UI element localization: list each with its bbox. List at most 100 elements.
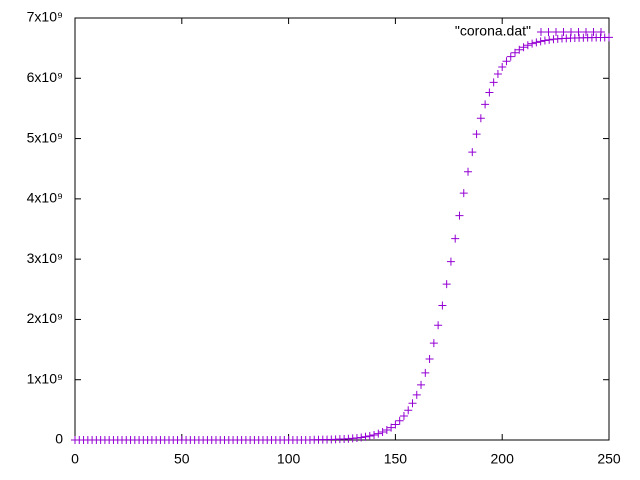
legend-marker-glyph — [597, 28, 605, 36]
point-glyph — [352, 433, 361, 442]
legend-marker — [589, 28, 598, 36]
point-glyph — [493, 70, 502, 79]
point-glyph — [545, 35, 554, 44]
point-glyph — [451, 234, 460, 243]
point-glyph — [464, 167, 473, 176]
point — [464, 167, 473, 176]
point — [459, 189, 468, 198]
point — [528, 39, 537, 48]
point-glyph — [404, 406, 413, 415]
y-tick-label: 1x10⁹ — [27, 370, 63, 386]
point-glyph — [425, 355, 434, 364]
point — [532, 38, 541, 47]
point — [446, 257, 455, 266]
point-glyph — [498, 63, 507, 72]
point-glyph — [523, 41, 532, 50]
point — [429, 339, 438, 348]
point — [545, 35, 554, 44]
legend-marker — [544, 28, 553, 36]
legend-marker — [537, 28, 545, 36]
legend-marker-glyph — [552, 28, 560, 36]
point — [352, 433, 361, 442]
x-tick-label: 250 — [597, 451, 621, 467]
point — [378, 428, 387, 437]
point-glyph — [417, 380, 426, 389]
point — [493, 70, 502, 79]
x-tick-label: 200 — [491, 451, 515, 467]
legend-marker-glyph — [559, 28, 568, 36]
legend-marker — [597, 28, 605, 36]
point — [374, 429, 383, 438]
legend-label: "corona.dat" — [455, 23, 531, 39]
point-glyph — [399, 412, 408, 421]
point — [455, 211, 464, 220]
point — [476, 114, 485, 123]
point — [357, 433, 366, 442]
y-tick-label: 2x10⁹ — [27, 310, 63, 326]
point-glyph — [485, 88, 494, 97]
point-glyph — [532, 38, 541, 47]
point-glyph — [481, 100, 490, 109]
point — [502, 57, 511, 66]
point — [438, 301, 447, 310]
point — [365, 431, 374, 440]
point-glyph — [434, 321, 443, 330]
point — [506, 52, 515, 61]
legend-marker-glyph — [589, 28, 598, 36]
point — [519, 43, 528, 52]
legend-marker-glyph — [582, 28, 590, 36]
y-tick-label: 6x10⁹ — [27, 69, 63, 85]
point-glyph — [472, 130, 481, 139]
point-glyph — [391, 420, 400, 429]
point-glyph — [429, 339, 438, 348]
point-glyph — [468, 148, 477, 157]
point-glyph — [506, 52, 515, 61]
point-glyph — [455, 211, 464, 220]
point-glyph — [382, 426, 391, 435]
point — [395, 416, 404, 425]
point-glyph — [446, 257, 455, 266]
x-tick-label: 100 — [277, 451, 301, 467]
point — [412, 390, 421, 399]
point — [425, 355, 434, 364]
point — [361, 432, 370, 441]
point — [434, 321, 443, 330]
legend-marker-glyph — [567, 28, 575, 36]
point-glyph — [502, 57, 511, 66]
point-glyph — [365, 431, 374, 440]
point — [399, 412, 408, 421]
point-glyph — [370, 430, 379, 439]
point — [404, 406, 413, 415]
legend-marker — [582, 28, 590, 36]
point — [370, 430, 379, 439]
point-glyph — [605, 33, 613, 42]
point — [468, 148, 477, 157]
point-glyph — [408, 399, 417, 408]
point — [421, 368, 430, 377]
point-glyph — [361, 432, 370, 441]
point — [387, 423, 396, 432]
point — [523, 41, 532, 50]
point-glyph — [536, 37, 545, 46]
point — [442, 280, 451, 289]
point — [485, 88, 494, 97]
x-tick-label: 50 — [174, 451, 190, 467]
point — [498, 63, 507, 72]
y-tick-label: 3x10⁹ — [27, 250, 63, 266]
point — [511, 48, 520, 57]
point — [472, 130, 481, 139]
point-glyph — [357, 433, 366, 442]
point-glyph — [442, 280, 451, 289]
legend-marker — [574, 28, 583, 36]
point-glyph — [387, 423, 396, 432]
point-glyph — [515, 45, 524, 54]
y-tick-label: 5x10⁹ — [27, 129, 63, 145]
y-tick-label: 4x10⁹ — [27, 190, 63, 206]
point-glyph — [412, 390, 421, 399]
point — [408, 399, 417, 408]
y-tick-label: 7x10⁹ — [27, 9, 63, 25]
point-glyph — [438, 301, 447, 310]
point-glyph — [459, 189, 468, 198]
legend-marker — [552, 28, 560, 36]
